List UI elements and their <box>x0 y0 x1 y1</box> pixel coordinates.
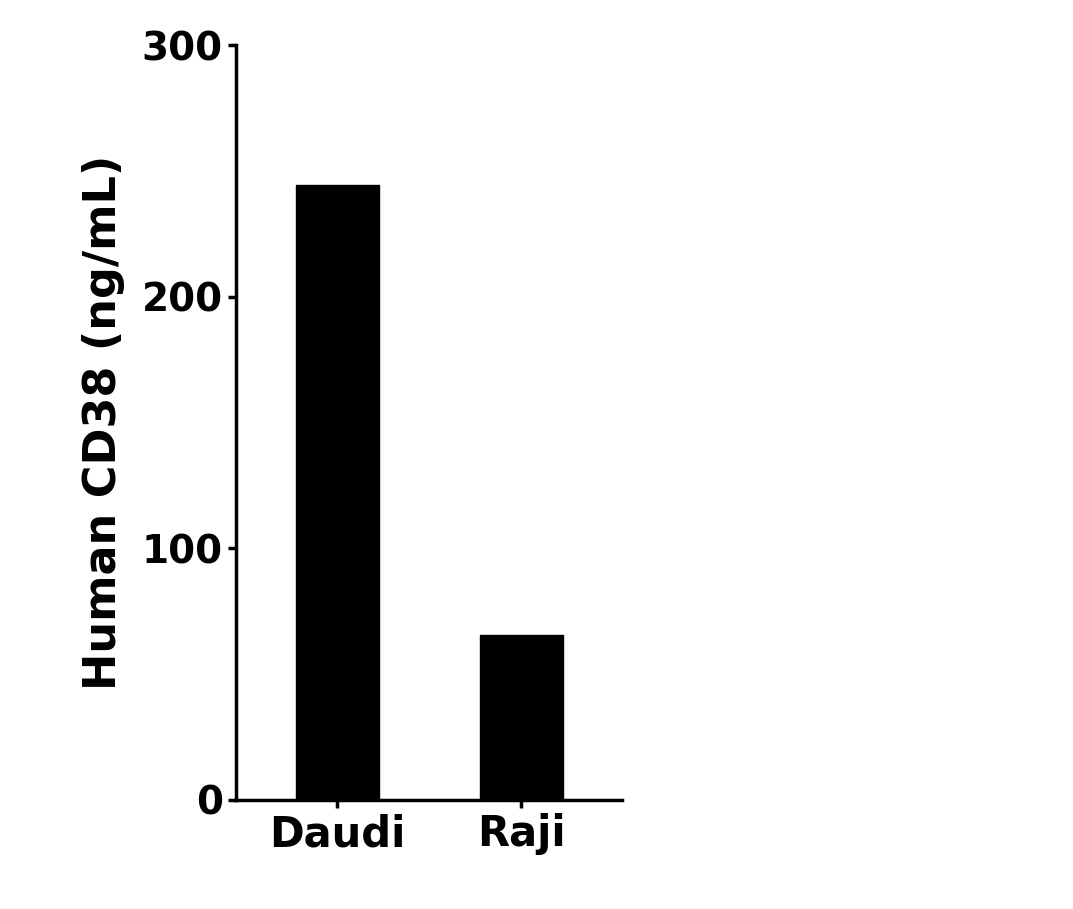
Bar <box>480 635 562 800</box>
Bar <box>296 185 379 800</box>
Y-axis label: Human CD38 (ng/mL): Human CD38 (ng/mL) <box>82 155 126 690</box>
